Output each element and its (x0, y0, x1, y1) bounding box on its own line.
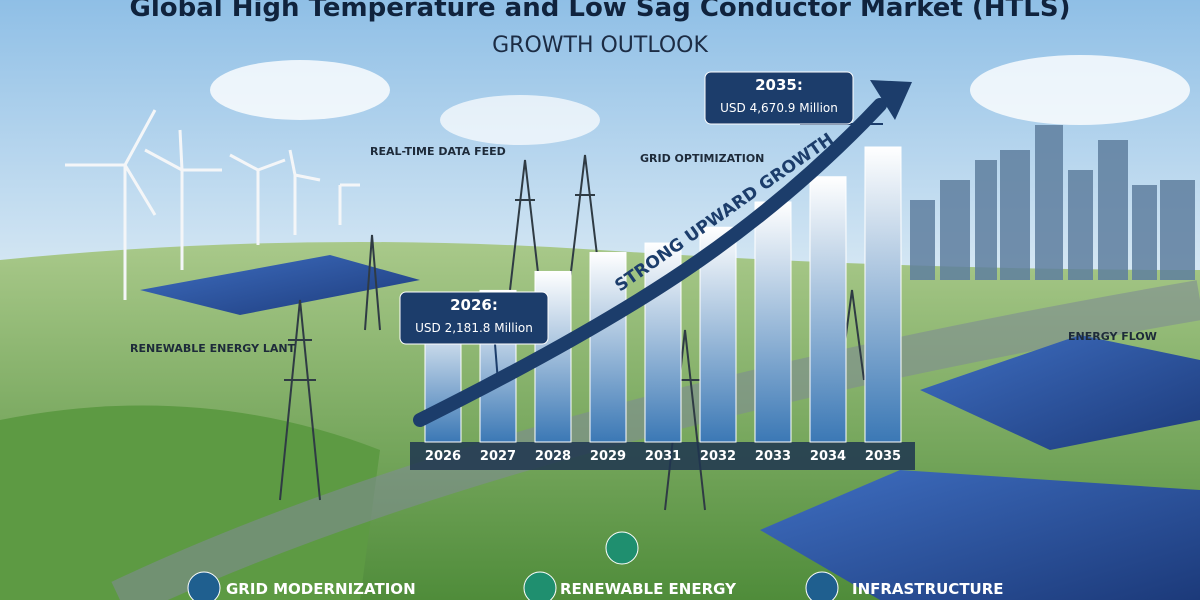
bar (754, 201, 792, 443)
bar (864, 146, 902, 443)
x-tick-label: 2033 (755, 449, 791, 464)
callout-box (399, 291, 549, 345)
city (910, 125, 1195, 280)
footer-icon (805, 571, 839, 600)
x-tick-label: 2026 (425, 449, 461, 464)
trend-arrow (413, 98, 887, 427)
footer-icon (523, 571, 557, 600)
x-tick-label: 2031 (645, 449, 681, 464)
callout-pointer (494, 343, 499, 383)
solar-panel (140, 255, 420, 315)
value-label: USD 4,670.9 Million (720, 101, 838, 115)
trend-arrowhead (870, 80, 912, 120)
callout-box (704, 71, 854, 125)
bar (589, 252, 627, 443)
x-tick-label: 2035 (865, 449, 901, 464)
chart-title: Global High Temperature and Low Sag Cond… (130, 0, 1071, 23)
wind-turbines (65, 109, 360, 300)
chart-subtitle: GROWTH OUTLOOK (492, 33, 708, 58)
x-tick-label: 2034 (810, 449, 846, 464)
x-tick-label: 2027 (480, 449, 516, 464)
bar (809, 176, 847, 443)
callout-title: 2026: (450, 296, 498, 314)
solar-panel (760, 470, 1200, 600)
x-tick-label: 2032 (700, 449, 736, 464)
annotation: REAL-TIME DATA FEED (370, 145, 506, 158)
x-tick-label: 2028 (535, 449, 571, 464)
footer-icon (187, 571, 221, 600)
annotation: ENERGY FLOW (1068, 330, 1157, 343)
solar-panel (920, 335, 1200, 450)
annotation: GRID OPTIMIZATION (640, 152, 764, 165)
footer-item: INFRASTRUCTURE (852, 580, 1004, 598)
footer: GRID MODERNIZATION RENEWABLE ENERGY INFR… (187, 531, 1004, 600)
callout-title: 2035: (755, 76, 803, 94)
cloud (210, 60, 390, 120)
footer-item: RENEWABLE ENERGY (560, 580, 737, 598)
footer-icon (605, 531, 639, 565)
value-label: USD 2,181.8 Million (415, 321, 533, 335)
axis-strip (410, 442, 915, 470)
footer-item: GRID MODERNIZATION (226, 580, 416, 598)
road (111, 280, 1200, 600)
x-tick-label: 2029 (590, 449, 626, 464)
annotation: RENEWABLE ENERGY LANT (130, 342, 296, 355)
cloud (970, 55, 1190, 125)
cloud (440, 95, 600, 145)
